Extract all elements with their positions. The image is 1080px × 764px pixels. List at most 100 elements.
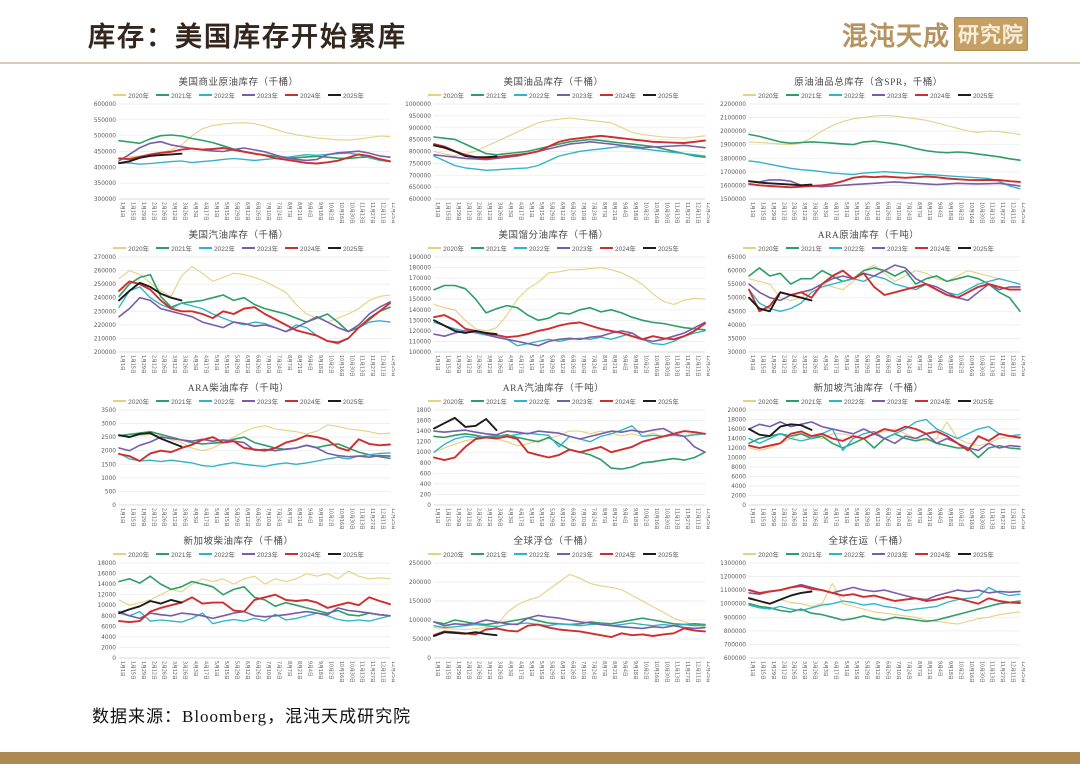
legend-swatch	[786, 94, 800, 96]
x-tick-label: 7月24日	[590, 508, 596, 527]
x-tick-label: 7月24日	[275, 202, 281, 221]
legend-swatch	[599, 247, 613, 249]
series-line-2023年	[118, 607, 391, 620]
x-tick-label: 1月1日	[749, 202, 755, 218]
x-tick-label: 1月29日	[140, 508, 146, 527]
y-tick-label: 1600000	[720, 183, 746, 189]
y-tick-label: 18000	[728, 418, 747, 424]
y-tick-label: 1500000	[720, 197, 746, 203]
x-tick-label: 1月15日	[129, 508, 135, 527]
x-tick-label: 3月12日	[171, 508, 177, 527]
x-tick-label: 9月4日	[307, 661, 313, 677]
x-tick-label: 8月21日	[926, 355, 932, 374]
header: 库存：美国库存开始累库 混沌天成 研究院	[0, 0, 1080, 64]
chart-plot: 0 2000 4000 6000 8000 10000 12000 14000 16000 180…	[728, 408, 1025, 530]
x-tick-label: 7月10日	[265, 508, 271, 527]
series-line-2024年	[118, 593, 391, 624]
x-tick-label: 3月12日	[171, 202, 177, 221]
x-tick-label: 5月29日	[549, 355, 555, 374]
y-tick-label: 35000	[728, 336, 747, 342]
x-tick-label: 5月1日	[843, 355, 849, 371]
x-tick-label: 10月2日	[958, 355, 964, 374]
x-tick-label: 1月29日	[455, 202, 461, 221]
charts-grid: 美国商业原油库存（千桶） 2020年 2021年 2022年 2023年 2024年 202…	[82, 76, 1027, 688]
x-tick-label: 12月11日	[695, 508, 701, 530]
x-tick-label: 2月12日	[465, 508, 471, 527]
y-tick-label: 600000	[94, 102, 116, 108]
legend-swatch	[428, 247, 442, 249]
x-tick-label: 7月24日	[905, 661, 911, 680]
legend-swatch	[514, 553, 528, 555]
y-tick-label: 4000	[731, 484, 746, 490]
legend-label: 2022年	[844, 246, 865, 253]
legend-label: 2025年	[342, 93, 364, 100]
legend-label: 2022年	[529, 93, 550, 100]
x-tick-label: 11月27日	[999, 202, 1005, 224]
legend-swatch	[242, 400, 255, 402]
y-tick-label: 700000	[409, 173, 431, 179]
chart-legend: 2020年 2021年 2022年 2023年 2024年 2025年	[82, 243, 395, 253]
legend-swatch	[156, 553, 170, 555]
x-tick-label: 12月25日	[1020, 202, 1025, 224]
x-tick-label: 1月29日	[140, 661, 146, 680]
chart-3: 原油油品总库存（含SPR，千桶） 2020年 2021年 2022年 2023年 2024…	[712, 76, 1025, 229]
y-tick-label: 2000	[101, 645, 116, 651]
y-tick-label: 150000	[409, 297, 431, 303]
legend-swatch	[642, 247, 656, 249]
y-tick-label: 3500	[101, 408, 116, 414]
chart-legend: 2020年 2021年 2022年 2023年 2024年 2025年	[712, 396, 1025, 406]
legend-item: 2020年	[428, 243, 464, 253]
x-tick-label: 2月26日	[476, 202, 482, 221]
y-tick-label: 220000	[94, 323, 116, 329]
x-tick-label: 3月26日	[497, 508, 503, 527]
x-tick-label: 12月11日	[380, 355, 386, 377]
x-tick-label: 4月17日	[517, 661, 523, 680]
legend-item: 2020年	[428, 549, 464, 559]
legend-item: 2023年	[872, 90, 908, 100]
x-tick-label: 5月29日	[864, 661, 870, 680]
legend-swatch	[957, 553, 971, 555]
chart-plot: 0 500 1000 1500 2000 2500 3000 3500 1月1日 1月15日 1月2…	[101, 408, 395, 530]
series-line-2021年	[118, 430, 391, 460]
legend-swatch	[599, 400, 613, 402]
data-source: 数据来源：Bloomberg，混沌天成研究院	[92, 707, 412, 726]
legend-item: 2025年	[642, 396, 679, 406]
x-tick-label: 10月30日	[978, 661, 984, 683]
x-tick-label: 9月4日	[937, 661, 943, 677]
legend-label: 2024年	[929, 246, 951, 253]
series-line-2023年	[433, 321, 706, 347]
x-tick-label: 3月26日	[812, 355, 818, 374]
legend-swatch	[327, 94, 341, 96]
x-tick-label: 3月12日	[486, 355, 492, 374]
y-tick-label: 20000	[728, 408, 747, 414]
y-tick-label: 140000	[409, 308, 431, 314]
legend-swatch	[743, 94, 757, 96]
series-line-2025年	[748, 180, 813, 187]
x-tick-label: 11月13日	[674, 202, 680, 224]
x-tick-label: 10月2日	[643, 508, 649, 527]
chart-title: 全球在运（千桶）	[828, 537, 909, 547]
x-tick-label: 11月13日	[989, 355, 995, 377]
x-tick-label: 12月25日	[705, 661, 710, 683]
x-tick-label: 6月12日	[874, 355, 880, 374]
legend-label: 2025年	[342, 552, 364, 559]
series-line-2020年	[748, 264, 1021, 301]
legend-item: 2024年	[284, 549, 321, 559]
legend-label: 2021年	[486, 552, 508, 559]
x-tick-label: 7月10日	[580, 355, 586, 374]
series-line-2022年	[748, 586, 1021, 612]
legend-label: 2022年	[529, 552, 550, 559]
legend-item: 2021年	[156, 243, 192, 253]
legend-item: 2020年	[113, 90, 149, 100]
legend-label: 2023年	[572, 399, 593, 406]
y-tick-label: 50000	[728, 296, 747, 302]
x-tick-label: 2月12日	[150, 355, 156, 374]
legend-swatch	[957, 400, 971, 402]
series-line-2022年	[433, 622, 706, 629]
legend-item: 2023年	[872, 549, 908, 559]
legend-item: 2021年	[156, 90, 192, 100]
x-tick-label: 1月29日	[140, 202, 146, 221]
x-tick-label: 10月30日	[663, 661, 669, 683]
chart-title: 美国商业原油库存（千桶）	[178, 78, 299, 88]
x-tick-label: 10月16日	[968, 355, 974, 377]
